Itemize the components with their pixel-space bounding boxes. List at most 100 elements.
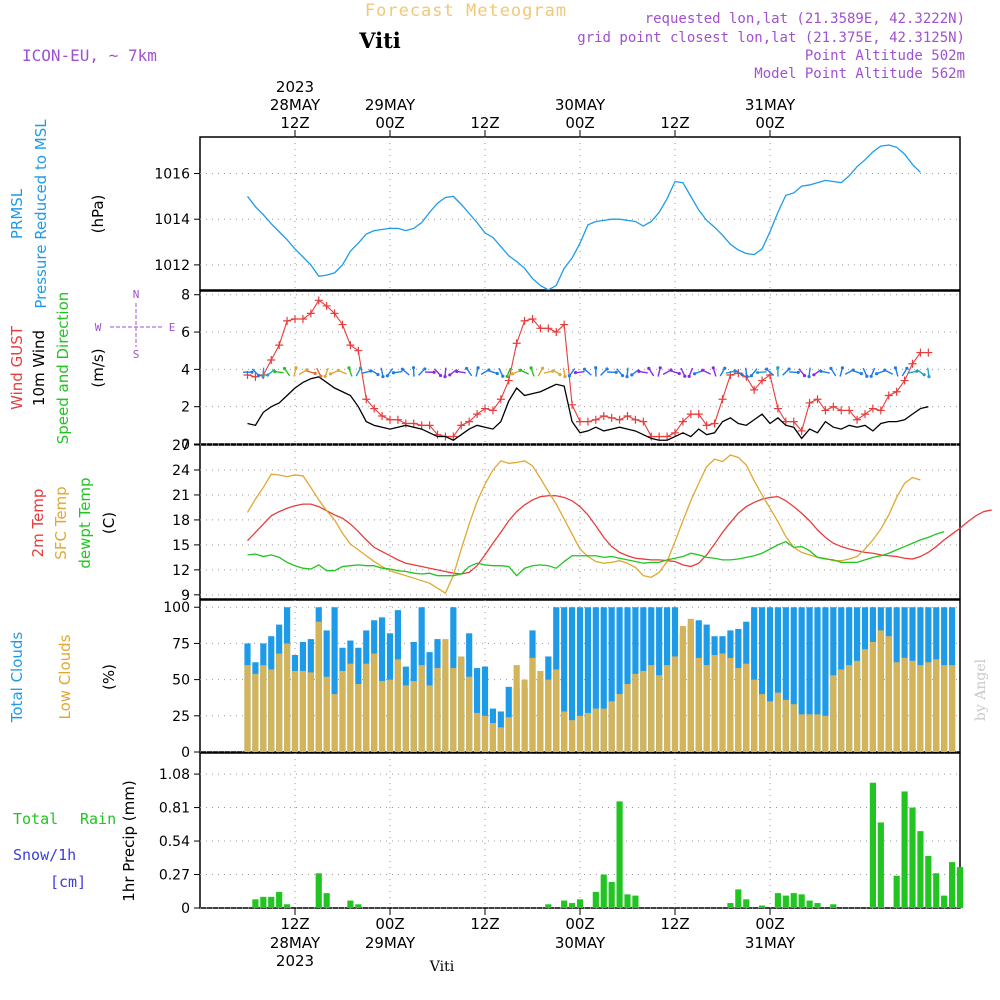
wind-arrow-head <box>501 374 505 378</box>
gust-marker <box>710 419 719 428</box>
low-cloud-bar <box>426 685 433 752</box>
low-cloud-bar <box>853 660 861 752</box>
gust-marker <box>734 369 743 378</box>
gust-marker <box>576 417 584 426</box>
precip-bar <box>917 831 924 908</box>
gust-marker <box>291 314 299 323</box>
pressure-label-2: Pressure Reduced to MSL <box>32 119 50 309</box>
low-cloud-bar <box>632 673 639 752</box>
precip-bar <box>925 855 932 908</box>
wind-arrow-head <box>687 374 691 378</box>
total-cloud-bar <box>584 607 592 752</box>
gust-marker <box>449 432 458 441</box>
precip-bar <box>283 904 291 908</box>
low-cloud-bar <box>442 639 449 752</box>
wind-arrow-head <box>376 372 380 377</box>
bottom-time-hour: 12Z <box>660 915 689 933</box>
total-cloud-bar <box>766 607 774 752</box>
pressure-label-1: PRMSL <box>8 188 26 239</box>
low-cloud-bar <box>735 668 742 752</box>
wind-arrow-head <box>385 374 389 378</box>
gust-marker <box>386 415 394 424</box>
low-cloud-bar <box>513 665 520 752</box>
total-cloud-bar <box>561 607 568 752</box>
gust-marker <box>465 417 474 426</box>
wind-arrow-head <box>323 374 327 378</box>
wind-arrow-head <box>573 371 578 375</box>
bottom-time-hour: 00Z <box>375 915 404 933</box>
sfc-line <box>246 454 921 595</box>
bottom-time-hour: 00Z <box>755 915 784 933</box>
low-cloud-bar <box>766 701 774 752</box>
gust-marker <box>401 419 410 428</box>
point-altitude: Point Altitude 502m <box>805 48 965 64</box>
low-cloud-bar <box>656 675 663 752</box>
wind-arrow-head <box>455 369 459 374</box>
precip-bar <box>790 893 797 908</box>
top-time-hour: 12Z <box>470 114 499 132</box>
low-cloud-bar <box>418 665 425 752</box>
gust-marker <box>457 421 466 430</box>
wind-arrow-head <box>328 372 333 376</box>
wind-arrow-head <box>740 373 744 377</box>
gust-marker <box>845 406 854 415</box>
precip-ylabel: 1hr Precip (mm) <box>120 780 138 901</box>
gust-marker <box>283 316 292 325</box>
low-cloud-bar <box>679 626 687 752</box>
low-cloud-bar <box>751 679 758 752</box>
wind-arrow-head <box>829 366 833 370</box>
low-cloud-bar <box>861 649 869 752</box>
total-cloud-bar <box>782 607 789 752</box>
total-cloud-bar <box>331 607 338 752</box>
gust-marker <box>496 395 505 404</box>
gust-marker <box>876 406 885 415</box>
low-cloud-bar <box>244 665 251 752</box>
wind-arrow-head <box>658 366 662 370</box>
low-cloud-bar <box>616 694 623 752</box>
precip-bar <box>933 873 940 908</box>
low-cloud-bar <box>695 657 702 752</box>
total-cloud-bar <box>592 607 599 752</box>
low-clouds-label: Low Clouds <box>56 634 74 719</box>
gust-marker <box>900 376 909 385</box>
precip-bar <box>323 893 330 908</box>
low-cloud-bar <box>394 659 402 752</box>
low-cloud-bar <box>933 659 940 752</box>
gust-marker <box>655 432 664 441</box>
wind-arrow-head <box>749 374 753 378</box>
low-cloud-bar <box>941 665 948 752</box>
gust-marker <box>330 309 339 318</box>
total-clouds-label: Total Clouds <box>8 632 26 724</box>
gust-marker <box>481 404 489 413</box>
bottom-time-year: 2023 <box>276 952 314 970</box>
wind-arrow-head <box>756 370 760 375</box>
precip-bar <box>355 904 362 908</box>
low-cloud-bar <box>260 665 267 752</box>
wind-arrow-head <box>273 369 277 374</box>
top-time-hour: 00Z <box>755 114 784 132</box>
low-cloud-bar <box>885 636 892 752</box>
wind-arrow-head <box>594 366 598 370</box>
wind-arrow-head <box>518 368 523 372</box>
precip-bar <box>869 782 877 908</box>
total-cloud-bar <box>798 607 805 752</box>
gust-marker <box>473 410 482 419</box>
low-cloud-bar <box>727 657 734 752</box>
low-cloud-bar <box>307 672 314 752</box>
precip-bar <box>268 896 275 908</box>
wind-arrow-head <box>347 366 351 370</box>
low-cloud-bar <box>283 643 291 752</box>
wind-arrow-head <box>859 372 863 376</box>
low-cloud-bar <box>663 665 671 752</box>
dewpt-line <box>247 530 945 577</box>
wind-arrow-head <box>294 366 298 370</box>
gust-marker <box>623 412 632 421</box>
wind-arrow-head <box>683 374 687 378</box>
snow-label: Snow/1h <box>13 846 76 864</box>
gust-marker <box>322 301 331 310</box>
gust-marker <box>560 320 569 329</box>
low-cloud-bar <box>529 657 536 752</box>
gust-marker <box>805 398 814 407</box>
wind-ytick-label: 4 <box>181 362 190 378</box>
